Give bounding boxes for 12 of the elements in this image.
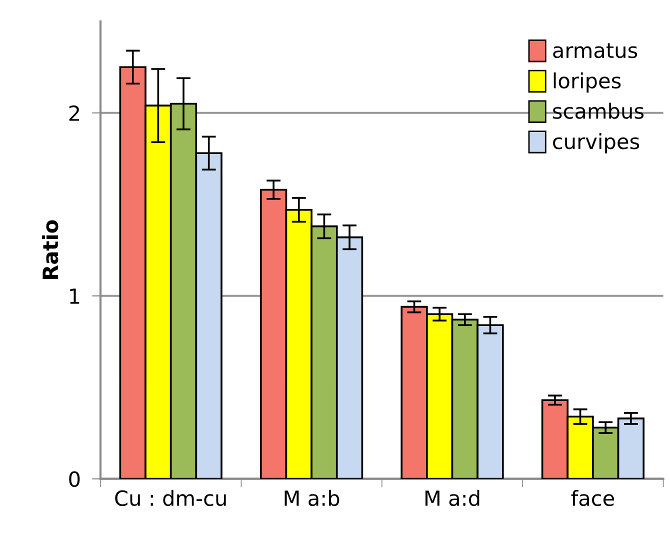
y-tick-label: 0: [69, 471, 80, 488]
x-tick-label: face: [571, 490, 614, 506]
legend-label: scambus: [553, 102, 644, 119]
y-axis-title: Ratio: [42, 220, 58, 279]
legend-label: curvipes: [553, 133, 640, 154]
legend-label: armatus: [553, 43, 638, 58]
x-tick-label: Cu : dm-cu: [115, 490, 226, 506]
x-tick-label: M a:b: [284, 490, 340, 506]
y-tick-label: 2: [69, 105, 79, 121]
legend-label: loripes: [554, 72, 621, 93]
y-tick-label: 1: [70, 288, 80, 304]
x-tick-label: M a:d: [425, 490, 480, 506]
